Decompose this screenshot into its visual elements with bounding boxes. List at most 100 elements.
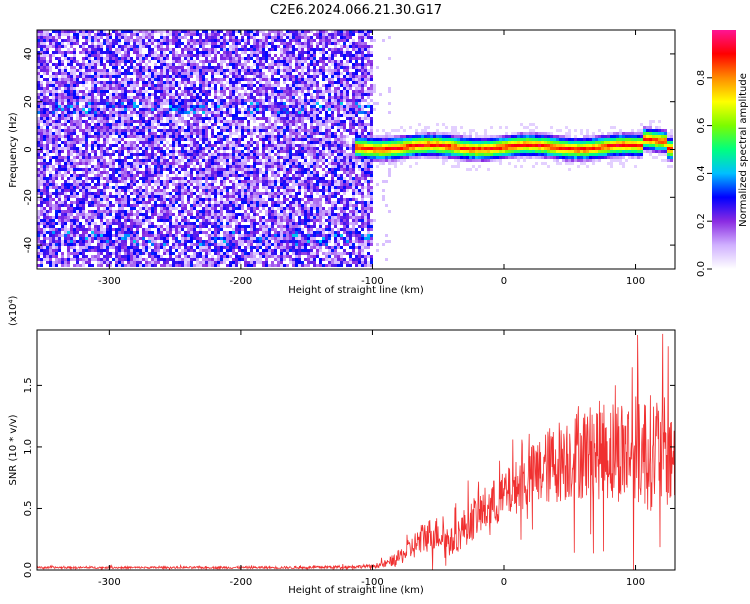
spectrogram-cell	[214, 144, 217, 147]
spectrogram-cell	[124, 243, 127, 246]
spectrogram-cell	[37, 123, 40, 126]
spectrogram-cell	[193, 225, 196, 228]
spectrogram-cell	[79, 201, 82, 204]
spectrogram-cell	[139, 219, 142, 222]
spectrogram-cell	[250, 186, 253, 189]
spectrogram-cell	[76, 261, 79, 264]
spectrogram-cell	[172, 120, 175, 123]
spectrogram-cell	[148, 87, 151, 90]
spectrogram-cell	[199, 225, 202, 228]
spectrogram-cell	[238, 204, 241, 207]
spectrogram-cell	[85, 33, 88, 36]
spectrogram-cell	[229, 84, 232, 87]
spectrogram-cell	[181, 42, 184, 45]
spectrogram-cell	[73, 42, 76, 45]
spectrogram-cell	[76, 111, 79, 114]
spectrogram-cell	[151, 174, 154, 177]
spectrogram-cell	[232, 48, 235, 51]
spectrogram-cell	[262, 219, 265, 222]
spectrogram-cell	[127, 120, 130, 123]
spectrogram-cell	[199, 162, 202, 165]
spectrogram-cell	[61, 84, 64, 87]
spectrogram-cell	[208, 264, 211, 267]
spectrogram-cell	[106, 207, 109, 210]
spectrogram-cell	[103, 177, 106, 180]
spectrogram-cell	[235, 108, 238, 111]
spectrogram-cell	[133, 144, 136, 147]
spectrogram-cell	[160, 255, 163, 258]
spectrogram-cell	[145, 264, 148, 267]
spectrogram-cell	[73, 165, 76, 168]
spectrogram-cell	[100, 252, 103, 255]
spectrogram-cell	[58, 222, 61, 225]
spectrogram-cell	[76, 114, 79, 117]
spectrogram-cell	[259, 78, 262, 81]
spectrogram-cell	[229, 207, 232, 210]
spectrogram-cell	[106, 201, 109, 204]
spectrogram-cell	[109, 111, 112, 114]
spectrogram-cell	[139, 72, 142, 75]
spectrogram-cell	[190, 129, 193, 132]
spectrogram-cell	[61, 213, 64, 216]
spectrogram-cell	[130, 246, 133, 249]
spectrogram-cell	[64, 93, 67, 96]
spectrogram-cell	[103, 39, 106, 42]
spectrogram-cell	[40, 30, 43, 33]
spectrogram-cell	[235, 75, 238, 78]
spectrogram-cell	[145, 63, 148, 66]
spectrogram-cell	[70, 135, 73, 138]
spectrogram-cell	[235, 204, 238, 207]
spectrogram-cell	[160, 171, 163, 174]
spectrogram-cell	[232, 78, 235, 81]
spectrogram-cell	[73, 237, 76, 240]
spectrogram-cell	[214, 135, 217, 138]
spectrogram-cell	[109, 93, 112, 96]
spectrogram-cell	[64, 129, 67, 132]
spectrogram-cell	[184, 183, 187, 186]
spectrogram-cell	[130, 63, 133, 66]
spectrogram-cell	[226, 75, 229, 78]
spectrogram-cell	[61, 159, 64, 162]
spectrogram-cell	[199, 117, 202, 120]
spectrogram-cell	[76, 156, 79, 159]
spectrogram-cell	[142, 108, 145, 111]
spectrogram-cell	[190, 33, 193, 36]
spectrogram-cell	[136, 243, 139, 246]
spectrogram-cell	[127, 174, 130, 177]
spectrogram-cell	[94, 228, 97, 231]
spectrogram-cell	[79, 90, 82, 93]
spectrogram-cell	[256, 213, 259, 216]
spectrogram-cell	[220, 45, 223, 48]
spectrogram-cell	[121, 87, 124, 90]
spectrogram-cell	[229, 201, 232, 204]
spectrogram-cell	[88, 258, 91, 261]
spectrogram-cell	[142, 192, 145, 195]
spectrogram-cell	[244, 90, 247, 93]
spectrogram-cell	[58, 105, 61, 108]
spectrogram-cell	[253, 246, 256, 249]
spectrogram-cell	[133, 204, 136, 207]
spectrogram-cell	[196, 132, 199, 135]
spectrogram-cell	[100, 42, 103, 45]
spectrogram-cell	[85, 147, 88, 150]
spectrogram-cell	[58, 69, 61, 72]
spectrogram-cell	[250, 129, 253, 132]
spectrogram-cell	[241, 129, 244, 132]
spectrogram-cell	[175, 57, 178, 60]
spectrogram-cell	[214, 105, 217, 108]
spectrogram-cell	[163, 240, 166, 243]
spectrogram-cell	[139, 60, 142, 63]
spectrogram-cell	[127, 117, 130, 120]
spectrogram-cell	[214, 234, 217, 237]
spectrogram-cell	[178, 240, 181, 243]
spectrogram-cell	[187, 165, 190, 168]
spectrogram-cell	[226, 120, 229, 123]
spectrogram-cell	[229, 120, 232, 123]
spectrogram-cell	[76, 30, 79, 33]
spectrogram-cell	[55, 96, 58, 99]
spectrogram-cell	[196, 111, 199, 114]
spectrogram-cell	[160, 96, 163, 99]
spectrogram-cell	[133, 246, 136, 249]
spectrogram-cell	[106, 36, 109, 39]
spectrogram-cell	[157, 120, 160, 123]
